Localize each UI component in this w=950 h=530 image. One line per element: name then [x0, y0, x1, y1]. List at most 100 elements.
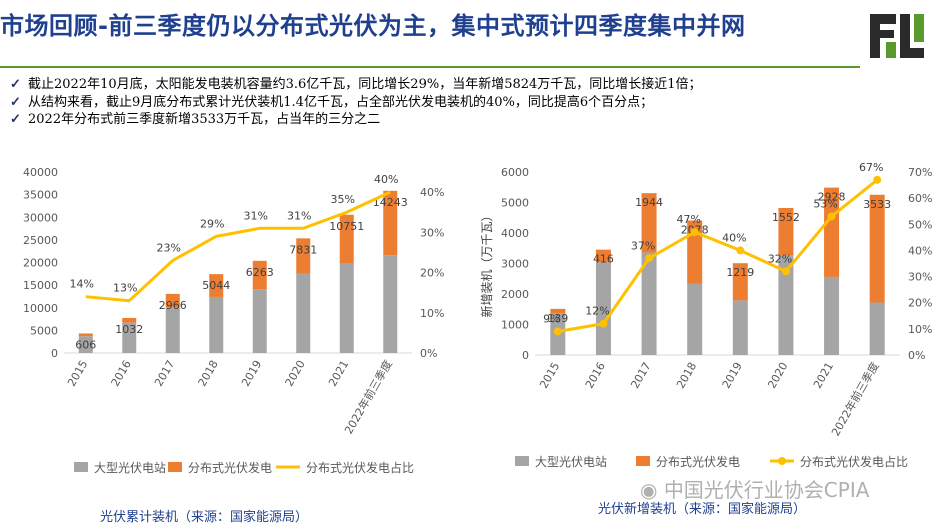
- share-line: [557, 178, 879, 333]
- x-tick-label: 2020: [765, 360, 790, 391]
- bar-centralized: [165, 307, 180, 353]
- bar-centralized: [824, 276, 840, 355]
- bar-distributed: [641, 193, 657, 253]
- legend-label: 分布式光伏发电占比: [800, 454, 908, 469]
- y2-tick-label: 20%: [420, 267, 444, 280]
- share-data-label: 47%: [676, 213, 700, 226]
- y-tick-label: 4000: [501, 227, 529, 240]
- bar-centralized: [209, 296, 224, 353]
- share-point: [873, 175, 882, 184]
- bar-data-label: 1032: [115, 323, 143, 336]
- y-tick-label: 25000: [23, 234, 58, 247]
- bar-distributed: [595, 249, 611, 263]
- bar-distributed: [339, 214, 354, 264]
- bar-distributed: [122, 317, 137, 323]
- chart1-caption: 光伏累计装机（来源：国家能源局）: [100, 510, 309, 525]
- x-tick-label: 2017: [628, 360, 653, 391]
- share-line: [85, 190, 391, 303]
- bar-distributed: [824, 187, 840, 277]
- y-tick-label: 15000: [23, 279, 58, 292]
- share-point: [781, 267, 790, 276]
- page-title: 市场回顾-前三季度仍以分布式光伏为主，集中式预计四季度集中并网: [0, 12, 746, 40]
- share-point: [690, 228, 699, 237]
- y-tick-label: 6000: [501, 166, 529, 179]
- y2-tick-label: 40%: [908, 244, 932, 257]
- bar-data-label: 3533: [863, 198, 891, 211]
- y2-tick-label: 40%: [420, 186, 444, 199]
- share-data-label: 23%: [157, 241, 181, 254]
- y-tick-label: 5000: [30, 324, 58, 337]
- bar-data-label: 7831: [289, 243, 317, 256]
- watermark: ◉ 中国光伏行业协会CPIA: [640, 474, 869, 503]
- bar-distributed: [209, 274, 224, 297]
- x-tick-label: 2021: [811, 360, 836, 391]
- y-tick-label: 5000: [501, 197, 529, 210]
- y2-tick-label: 70%: [908, 166, 932, 179]
- share-point: [736, 246, 745, 255]
- y-tick-label: 40000: [23, 166, 58, 179]
- bar-data-label: 1552: [772, 211, 800, 224]
- y-tick-label: 3000: [501, 258, 529, 271]
- y2-tick-label: 50%: [908, 218, 932, 231]
- bar-centralized: [122, 322, 137, 353]
- title-divider: [0, 66, 860, 68]
- share-data-label: 40%: [722, 231, 746, 244]
- bar-centralized: [383, 255, 398, 353]
- bar-data-label: 416: [593, 253, 614, 266]
- share-data-label: 40%: [374, 173, 398, 186]
- share-data-label: 9%: [543, 312, 560, 325]
- bar-data-label: 10751: [329, 220, 364, 233]
- share-data-label: 29%: [200, 217, 224, 230]
- y2-tick-label: 10%: [420, 307, 444, 320]
- y-axis-title: 新增装机（万千瓦）: [479, 209, 494, 317]
- bar-centralized: [732, 300, 748, 355]
- legend-label: 分布式光伏发电: [188, 460, 272, 475]
- bar-data-label: 1944: [635, 196, 663, 209]
- bar-distributed: [165, 293, 180, 308]
- bullet-item: ✓ 截止2022年10月底，太阳能发电装机容量约3.6亿千瓦，同比增长29%，当年…: [10, 76, 702, 94]
- share-data-label: 32%: [768, 252, 792, 265]
- bar-centralized: [252, 289, 267, 353]
- share-point: [645, 254, 654, 263]
- share-data-label: 37%: [631, 239, 655, 252]
- bullet-text: 2022年分布式前三季度新增3533万千瓦，占当年的三分之二: [28, 112, 381, 127]
- bar-data-label: 606: [75, 338, 96, 351]
- y2-tick-label: 30%: [420, 226, 444, 239]
- bullet-text: 从结构来看，截止9月底分布式累计光伏装机1.4亿千瓦，占全部光伏发电装机的40%…: [28, 94, 654, 110]
- share-point: [827, 212, 836, 221]
- share-data-label: 53%: [813, 197, 837, 210]
- y2-tick-label: 60%: [908, 192, 932, 205]
- bar-data-label: 2928: [818, 191, 846, 204]
- y2-tick-label: 0%: [420, 347, 437, 360]
- bar-distributed: [296, 238, 311, 274]
- y-tick-label: 20000: [23, 257, 58, 270]
- bar-centralized: [641, 252, 657, 355]
- share-data-label: 13%: [113, 282, 137, 295]
- x-tick-label: 2018: [674, 360, 699, 391]
- y-tick-label: 0: [51, 347, 58, 360]
- share-data-label: 35%: [331, 193, 355, 206]
- bar-data-label: 139: [547, 312, 568, 325]
- y-tick-label: 10000: [23, 302, 58, 315]
- bar-centralized: [595, 262, 611, 355]
- bar-distributed: [550, 308, 566, 314]
- bar-distributed: [383, 190, 398, 256]
- check-icon: ✓: [10, 112, 21, 127]
- legend-swatch-distributed: [168, 462, 182, 472]
- bar-distributed: [78, 333, 93, 337]
- bar-data-label: 2966: [159, 299, 187, 312]
- x-tick-label: 2022年前三季度: [828, 360, 882, 439]
- watermark-text: 中国光伏行业协会CPIA: [663, 478, 870, 502]
- chart2-caption: 光伏新增装机（来源：国家能源局）: [598, 502, 807, 517]
- share-data-label: 31%: [244, 209, 268, 222]
- bar-distributed: [687, 220, 703, 284]
- legend-label: 大型光伏电站: [535, 455, 607, 469]
- bar-centralized: [296, 273, 311, 353]
- share-data-label: 12%: [585, 305, 609, 318]
- legend-swatch-share-marker: [778, 457, 786, 465]
- y2-tick-label: 0%: [908, 349, 925, 362]
- bar-centralized: [687, 283, 703, 355]
- y-tick-label: 2000: [501, 288, 529, 301]
